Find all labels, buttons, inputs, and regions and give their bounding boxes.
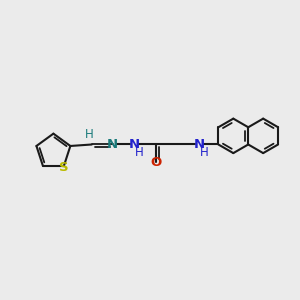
- Text: N: N: [128, 138, 140, 151]
- Text: N: N: [194, 138, 205, 151]
- Text: N: N: [107, 138, 118, 151]
- Text: S: S: [59, 161, 69, 174]
- Text: H: H: [200, 146, 209, 159]
- Text: H: H: [135, 146, 144, 159]
- Text: O: O: [151, 156, 162, 169]
- Text: H: H: [85, 128, 94, 142]
